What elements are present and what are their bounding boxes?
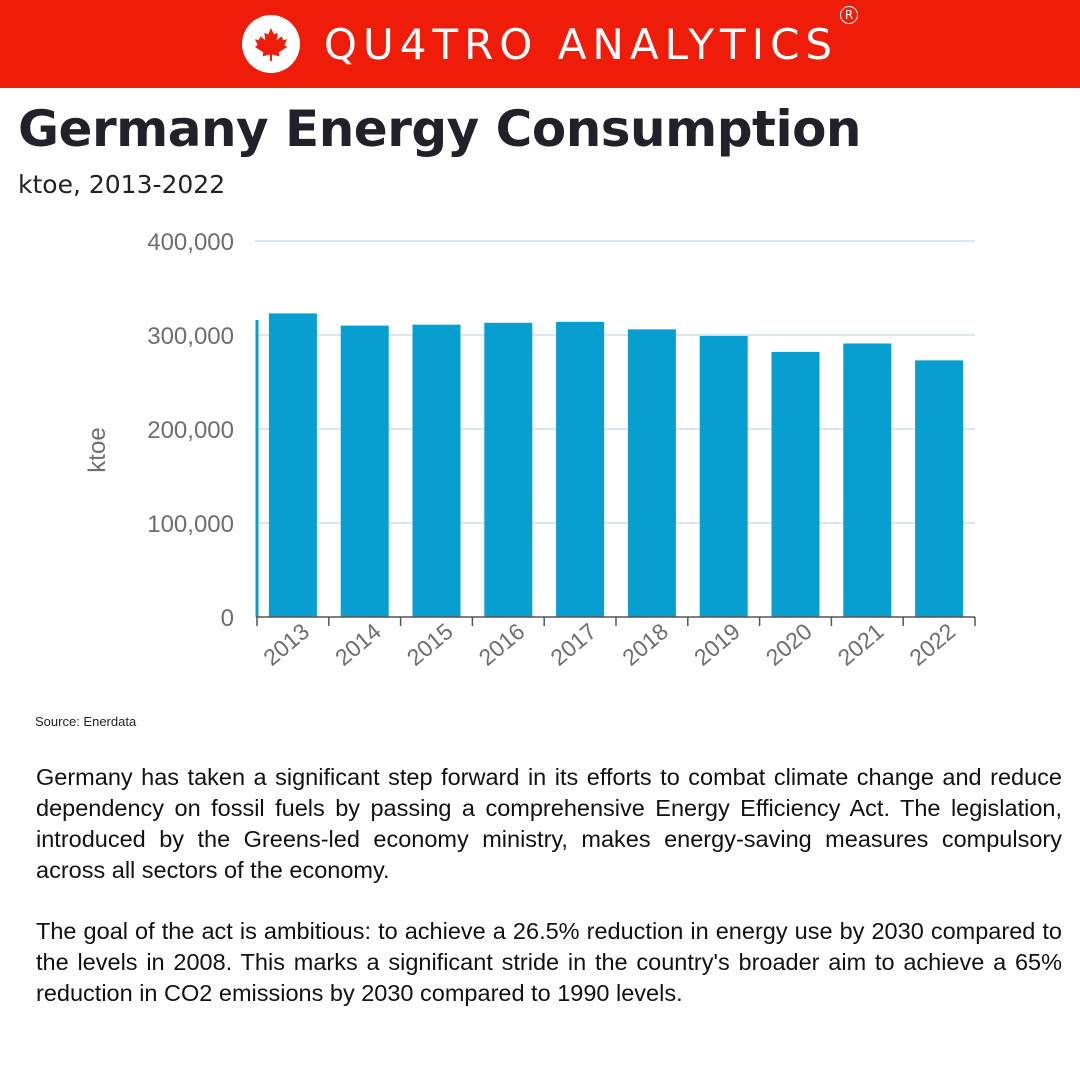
source-note: Source: Enerdata [35,714,137,729]
axes [255,320,976,626]
x-tick-label: 2017 [545,618,601,671]
x-tick-label: 2022 [904,618,960,671]
y-tick-label: 0 [221,605,234,632]
x-tick-label: 2014 [330,618,386,671]
y-tick-label: 300,000 [147,323,234,350]
bar [771,351,820,617]
bar [627,329,676,617]
bar [268,313,317,617]
y-tick-label: 200,000 [147,417,234,444]
bar [699,335,748,617]
x-tick-label: 2019 [689,618,745,671]
brand-name: QU4TRO ANALYTICS R [323,5,859,69]
bar [915,360,964,617]
chart-title: Germany Energy Consumption [18,100,862,158]
bars [268,313,964,617]
y-tick-label: 400,000 [147,229,234,256]
y-axis-label: ktoe [84,427,111,472]
x-tick-label: 2016 [474,618,530,671]
registered-mark: R [840,5,859,24]
bar [556,321,605,617]
bar [484,322,533,617]
chart-subtitle: ktoe, 2013-2022 [18,170,226,199]
logo-badge [241,15,300,73]
body-paragraph-1: Germany has taken a significant step for… [36,764,1062,883]
bar [412,324,461,617]
x-tick-label: 2013 [258,618,314,671]
bar [843,343,892,617]
brand-banner: QU4TRO ANALYTICS R [0,0,1080,88]
maple-leaf-icon [254,27,288,62]
x-tick-label: 2020 [761,618,817,671]
body-paragraph-2: The goal of the act is ambitious: to ach… [36,918,1062,1006]
x-tick-label: 2021 [833,618,889,671]
bar [340,325,389,617]
brand-text: QU4TRO ANALYTICS [323,19,839,69]
x-tick-label: 2015 [402,618,458,671]
x-tick-label: 2018 [617,618,673,671]
bar-chart: 0 100,000 200,000 300,000 400,000 2013 2014 201… [84,229,976,671]
y-tick-label: 100,000 [147,511,234,538]
